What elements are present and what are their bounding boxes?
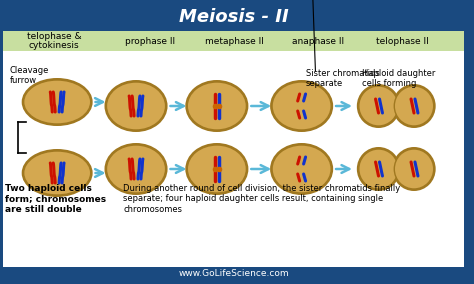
Ellipse shape (359, 86, 398, 126)
Text: telophase II: telophase II (376, 37, 428, 45)
Ellipse shape (104, 143, 168, 195)
Ellipse shape (392, 147, 436, 191)
Ellipse shape (272, 82, 331, 130)
Ellipse shape (359, 149, 398, 189)
Ellipse shape (107, 145, 165, 193)
FancyBboxPatch shape (3, 3, 464, 31)
Ellipse shape (22, 149, 92, 197)
Ellipse shape (270, 143, 333, 195)
Text: prophase II: prophase II (125, 37, 175, 45)
Ellipse shape (107, 82, 165, 130)
Ellipse shape (394, 149, 434, 189)
Ellipse shape (104, 80, 168, 132)
Ellipse shape (270, 80, 333, 132)
Ellipse shape (24, 151, 91, 195)
Ellipse shape (185, 80, 248, 132)
Ellipse shape (392, 84, 436, 128)
Text: telophase &
cytokinesis: telophase & cytokinesis (27, 32, 82, 50)
Text: Meiosis - II: Meiosis - II (179, 8, 289, 26)
Ellipse shape (185, 143, 248, 195)
Text: metaphase II: metaphase II (205, 37, 264, 45)
FancyBboxPatch shape (3, 267, 464, 281)
Ellipse shape (22, 78, 92, 126)
FancyBboxPatch shape (3, 31, 464, 267)
Ellipse shape (357, 84, 400, 128)
Text: Cleavage
furrow: Cleavage furrow (10, 66, 49, 85)
Ellipse shape (394, 86, 434, 126)
Text: www.GoLifeScience.com: www.GoLifeScience.com (178, 270, 289, 279)
Text: Sister chromatids
separate: Sister chromatids separate (306, 69, 379, 88)
Text: During another round of cell division, the sister chromatids finally
separate; f: During another round of cell division, t… (123, 184, 401, 214)
Ellipse shape (24, 80, 91, 124)
Ellipse shape (187, 82, 246, 130)
Ellipse shape (357, 147, 400, 191)
Text: anaphase II: anaphase II (292, 37, 345, 45)
Ellipse shape (187, 145, 246, 193)
Ellipse shape (272, 145, 331, 193)
Text: Haploid daughter
cells forming: Haploid daughter cells forming (362, 69, 435, 88)
Text: Two haploid cells
form; chromosomes
are still double: Two haploid cells form; chromosomes are … (5, 184, 106, 214)
FancyBboxPatch shape (3, 31, 464, 51)
